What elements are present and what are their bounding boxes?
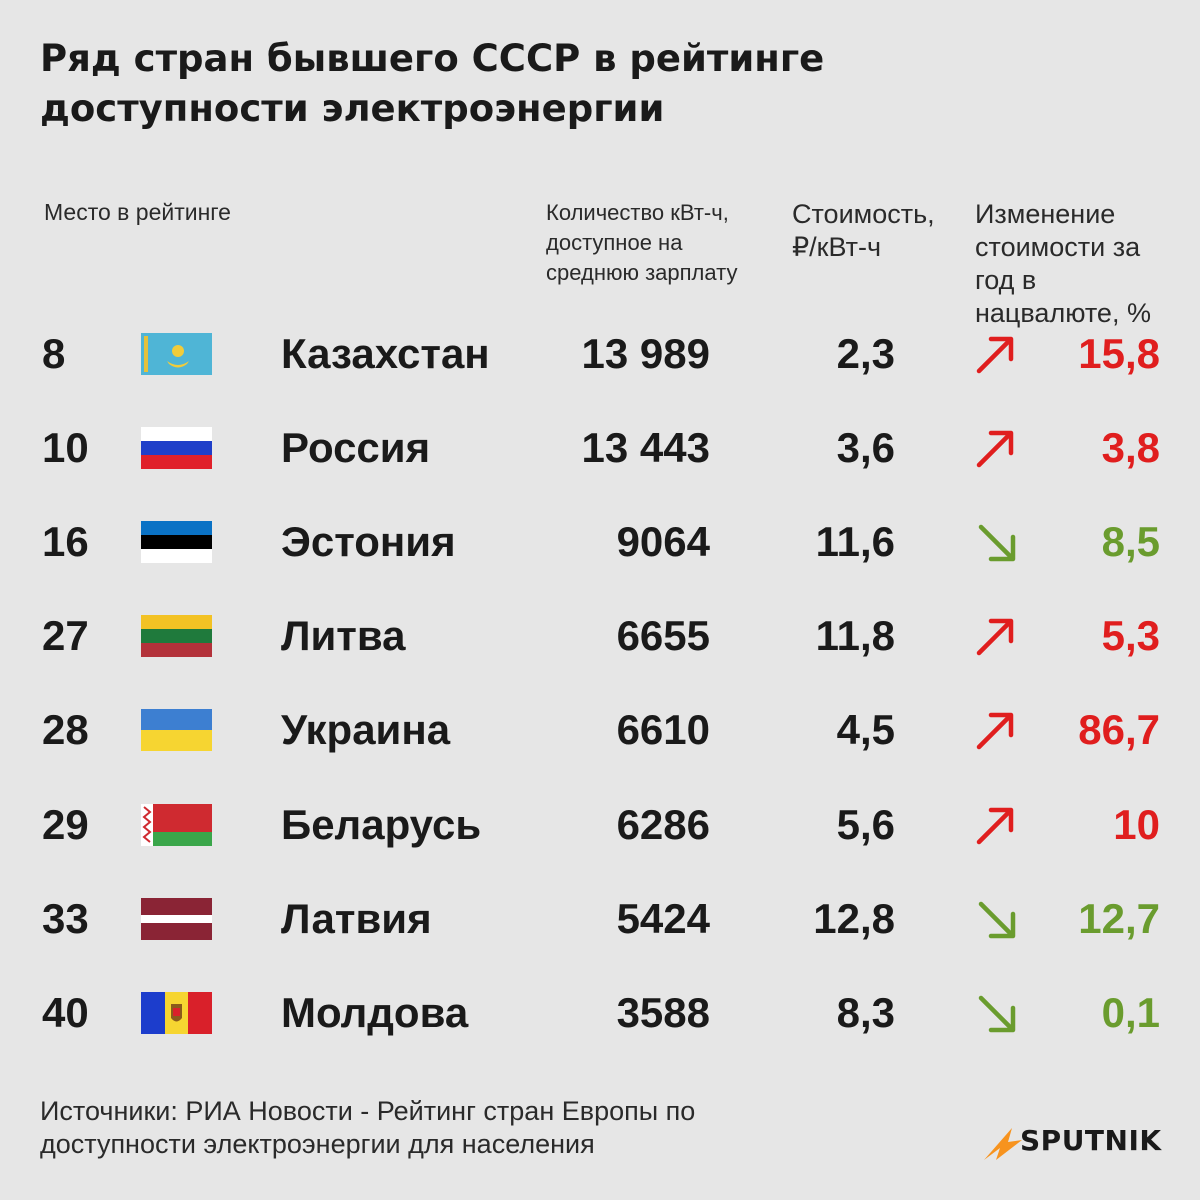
country-name: Латвия (281, 894, 432, 942)
arrow-up-icon (976, 430, 1014, 468)
arrow-down-icon (978, 901, 1016, 938)
russia-flag-icon (141, 427, 212, 470)
source-note: Источники: РИА Новости - Рейтинг стран Е… (40, 1095, 695, 1161)
cost-value: 3,6 (836, 424, 895, 472)
rank-value: 10 (42, 424, 89, 472)
header-kwh: Количество кВт-ч, доступное на среднюю з… (546, 198, 737, 288)
kwh-value: 13 989 (581, 330, 710, 377)
rank-value: 16 (42, 518, 89, 566)
header-cost-line: ₽/кВт-ч (792, 232, 882, 262)
cost-value: 2,3 (836, 330, 895, 377)
source-line-1: Источники: РИА Новости - Рейтинг стран Е… (40, 1096, 696, 1126)
lithuania-flag-icon (141, 615, 212, 658)
ukraine-flag-icon (141, 709, 212, 752)
change-value: 3,8 (1101, 424, 1160, 472)
arrow-up-icon (976, 336, 1014, 374)
cost-value: 11,8 (815, 612, 895, 660)
change-value: 0,1 (1101, 988, 1160, 1036)
table-row: 10 Россия 13 443 3,6 3,8 (0, 401, 1200, 495)
country-name: Эстония (281, 518, 456, 566)
header-cost-line: Стоимость, (792, 199, 935, 229)
rank-value: 27 (42, 612, 89, 660)
arrow-up-icon (976, 713, 1014, 750)
belarus-flag-icon (141, 803, 212, 846)
kwh-value: 13 443 (581, 424, 710, 472)
estonia-flag-icon (141, 521, 212, 564)
rank-value: 8 (42, 330, 66, 377)
header-cost: Стоимость, ₽/кВт-ч (792, 198, 935, 264)
kwh-value: 5424 (616, 894, 710, 942)
kwh-value: 6610 (616, 706, 710, 754)
header-kwh-line: среднюю зарплату (546, 260, 738, 285)
table-row: 16 Эстония 9064 11,6 8,5 (0, 495, 1200, 589)
header-change-line: стоимости за (975, 232, 1141, 262)
source-line-2: доступности электроэнергии для населения (40, 1129, 595, 1159)
arrow-up-icon (976, 619, 1014, 656)
arrow-down-icon (978, 524, 1016, 562)
country-name: Казахстан (281, 330, 490, 377)
page-title: Ряд стран бывшего СССР в рейтинге доступ… (40, 34, 1160, 134)
country-name: Молдова (281, 988, 469, 1036)
change-value: 86,7 (1078, 706, 1160, 754)
arrow-down-icon (978, 995, 1016, 1032)
country-name: Украина (281, 706, 451, 754)
cost-value: 12,8 (813, 894, 895, 942)
kwh-value: 6655 (616, 612, 710, 660)
table-row: 40 Молдова 3588 8,3 0,1 (0, 966, 1200, 1060)
rank-value: 33 (42, 894, 89, 942)
change-value: 5,3 (1101, 612, 1160, 660)
rank-value: 29 (42, 800, 89, 848)
cost-value: 8,3 (836, 988, 895, 1036)
title-line-2: доступности электроэнергии (40, 87, 665, 130)
kwh-value: 9064 (616, 518, 710, 566)
table-row: 29 Беларусь 6286 5,6 10 (0, 778, 1200, 872)
table-row: 27 Литва 6655 11,8 5,3 (0, 589, 1200, 683)
cost-value: 11,6 (815, 518, 895, 566)
country-name: Беларусь (281, 800, 482, 848)
moldova-flag-icon (141, 991, 212, 1034)
header-change-line: год в (975, 265, 1037, 295)
kwh-value: 3588 (616, 988, 710, 1036)
header-change-line: нацвалюте, % (975, 298, 1151, 328)
header-change-line: Изменение (975, 199, 1116, 229)
table-row: 33 Латвия 5424 12,8 12,7 (0, 872, 1200, 966)
header-kwh-line: доступное на (546, 230, 683, 255)
header-rank: Место в рейтинге (44, 199, 231, 225)
table-row: 28 Украина 6610 4,5 86,7 (0, 683, 1200, 777)
country-name: Россия (281, 424, 431, 472)
arrow-up-icon (976, 807, 1014, 844)
cost-value: 4,5 (836, 706, 895, 754)
change-value: 12,7 (1078, 894, 1160, 942)
rank-value: 28 (42, 706, 89, 754)
change-value: 8,5 (1101, 518, 1160, 566)
country-name: Литва (281, 612, 406, 660)
change-value: 10 (1113, 800, 1160, 848)
kazakhstan-flag-icon (141, 333, 212, 375)
rank-value: 40 (42, 988, 89, 1036)
table-row: 8 Казахстан 13 989 2,3 15,8 (0, 307, 1200, 401)
header-change: Изменение стоимости за год в нацвалюте, … (975, 198, 1151, 330)
latvia-flag-icon (141, 897, 212, 940)
sputnik-logo-text: SPUTNIK (1020, 1124, 1162, 1157)
change-value: 15,8 (1078, 330, 1160, 377)
kwh-value: 6286 (616, 800, 710, 848)
title-line-1: Ряд стран бывшего СССР в рейтинге (40, 37, 825, 80)
cost-value: 5,6 (836, 800, 895, 848)
header-kwh-line: Количество кВт-ч, (546, 200, 729, 225)
sputnik-logo-icon (984, 1128, 1022, 1160)
